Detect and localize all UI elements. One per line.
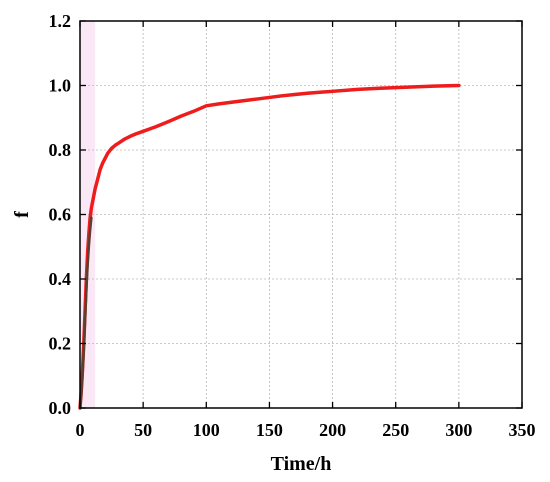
grid-lines xyxy=(80,21,522,408)
x-tick-labels: 0 50 100 150 200 250 300 350 xyxy=(76,420,536,440)
x-tick-label: 300 xyxy=(445,420,472,440)
axis-ticks xyxy=(79,20,523,409)
series-layer xyxy=(78,83,461,410)
y-tick-label: 0.0 xyxy=(49,398,72,418)
x-axis-title: Time/h xyxy=(271,453,332,475)
y-tick-label: 0.8 xyxy=(49,140,72,160)
series-line-2 xyxy=(78,216,93,410)
x-tick-label: 150 xyxy=(256,420,283,440)
x-tick-label: 0 xyxy=(76,420,85,440)
y-tick-label: 0.2 xyxy=(49,334,72,354)
y-tick-label: 1.0 xyxy=(49,76,72,96)
x-tick-label: 50 xyxy=(134,420,152,440)
y-axis-title: f xyxy=(11,211,33,218)
y-tick-label: 0.4 xyxy=(49,269,72,289)
x-tick-label: 200 xyxy=(319,420,346,440)
y-tick-label: 0.6 xyxy=(49,205,72,225)
y-tick-label: 1.2 xyxy=(49,11,72,31)
x-tick-label: 100 xyxy=(193,420,220,440)
x-tick-label: 250 xyxy=(382,420,409,440)
y-tick-labels: 0.0 0.2 0.4 0.6 0.8 1.0 1.2 xyxy=(49,11,72,418)
x-tick-label: 350 xyxy=(509,420,536,440)
